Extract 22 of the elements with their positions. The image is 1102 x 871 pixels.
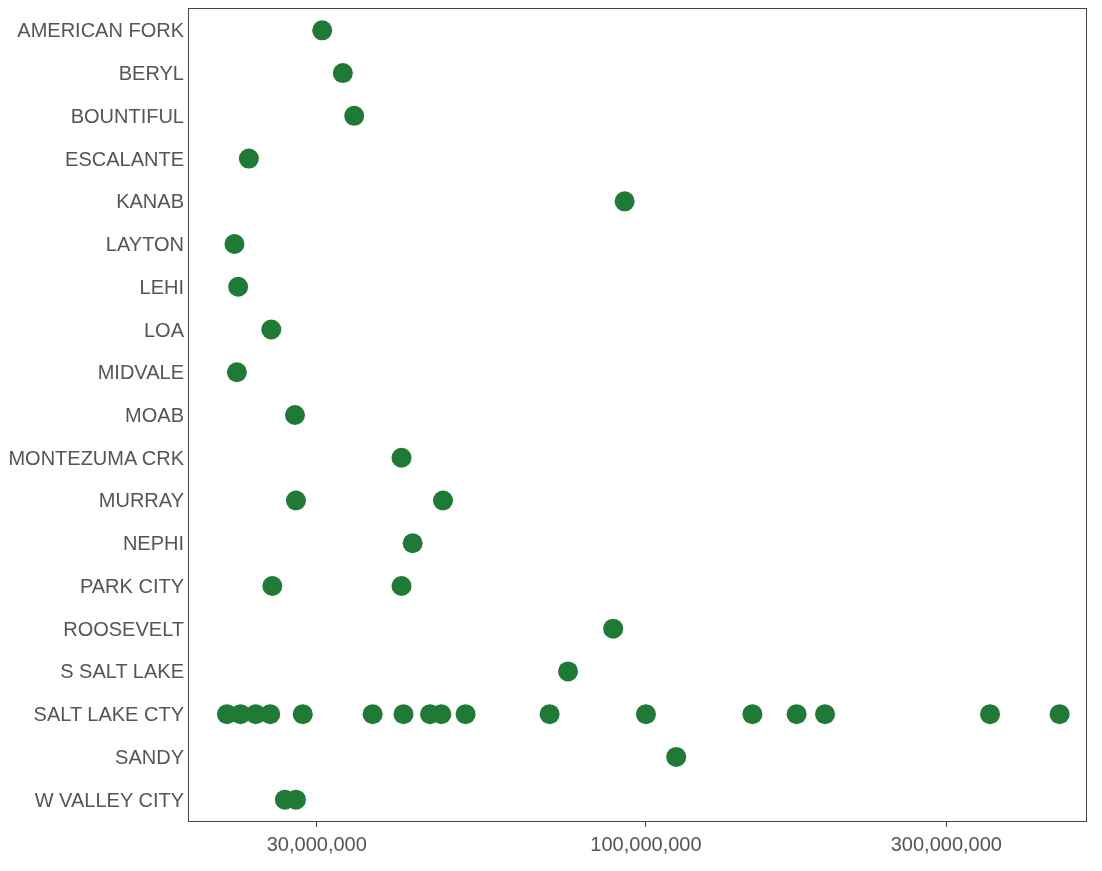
y-tick-label: KANAB xyxy=(116,190,184,213)
y-tick-label: W VALLEY CITY xyxy=(34,788,184,811)
y-tick-label: BERYL xyxy=(118,62,184,85)
y-tick-label: MIDVALE xyxy=(97,361,184,384)
y-tick-label: MOAB xyxy=(125,404,184,426)
x-tick-label: 30,000,000 xyxy=(266,833,367,855)
y-tick-label: PARK CITY xyxy=(79,574,184,597)
y-tick-label: S SALT LAKE xyxy=(60,660,184,683)
x-tick-label: 100,000,000 xyxy=(590,833,702,855)
y-tick-label: LAYTON xyxy=(105,233,184,256)
y-tick-label: ESCALANTE xyxy=(65,147,184,170)
y-tick-label: LOA xyxy=(143,318,185,341)
y-tick-label: AMERICAN FORK xyxy=(17,19,185,42)
y-tick-label: LEHI xyxy=(139,275,184,298)
y-tick-label: MONTEZUMA CRK xyxy=(8,446,185,469)
x-tick-label: 300,000,000 xyxy=(890,833,1002,855)
y-tick-label: MURRAY xyxy=(98,489,184,512)
y-tick-label: ROOSEVELT xyxy=(63,617,184,640)
y-tick-label: SANDY xyxy=(115,745,184,768)
y-tick-label: SALT LAKE CTY xyxy=(33,703,184,726)
y-tick-label: NEPHI xyxy=(122,532,184,555)
y-tick-label: BOUNTIFUL xyxy=(70,104,184,127)
